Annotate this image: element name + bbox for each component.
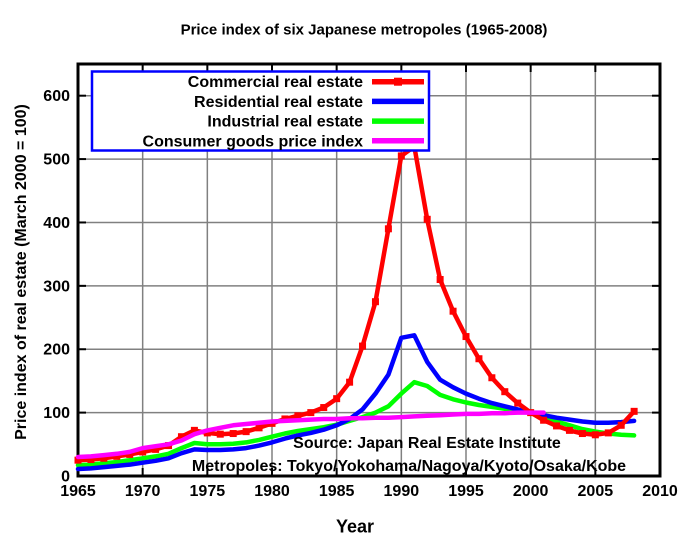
data-point-marker: [346, 378, 354, 386]
data-point-marker: [203, 429, 211, 437]
data-point-marker: [216, 430, 224, 438]
y-tick-label: 300: [43, 278, 70, 295]
data-point-marker: [501, 388, 509, 396]
data-point-marker: [139, 448, 147, 456]
data-point-marker: [242, 428, 250, 436]
y-tick-label: 0: [61, 469, 70, 486]
data-point-marker: [126, 450, 134, 458]
data-point-marker: [540, 416, 548, 424]
chart-title: Price index of six Japanese metropoles (…: [180, 21, 548, 39]
x-tick-label: 2000: [513, 483, 549, 500]
data-point-marker: [371, 298, 379, 306]
data-point-marker: [436, 276, 444, 284]
data-point-marker: [423, 215, 431, 223]
data-point-marker: [113, 452, 121, 460]
data-point-marker: [190, 426, 198, 434]
x-tick-label: 1980: [254, 483, 290, 500]
source-annotation: Source: Japan Real Estate Institute: [293, 435, 561, 452]
data-point-marker: [384, 225, 392, 233]
metropoles-annotation: Metropoles: Tokyo/Yokohama/Nagoya/Kyoto/…: [191, 458, 627, 475]
legend-label-commercial-real-estate: Commercial real estate: [188, 74, 363, 91]
x-tick-label: 2010: [642, 483, 678, 500]
y-tick-label: 500: [43, 152, 70, 169]
data-point-marker: [514, 399, 522, 407]
x-tick-label: 1995: [448, 483, 484, 500]
data-point-marker: [475, 355, 483, 363]
data-point-marker: [307, 409, 315, 417]
x-tick-label: 1975: [190, 483, 226, 500]
data-point-marker: [255, 424, 263, 432]
data-point-marker: [604, 429, 612, 437]
data-point-marker: [630, 407, 638, 415]
x-tick-label: 1965: [60, 483, 96, 500]
series-consumer-goods-price-index: [75, 410, 546, 460]
legend-label-industrial-real-estate: Industrial real estate: [207, 114, 363, 131]
legend: [90, 70, 431, 152]
data-point-marker: [74, 456, 82, 464]
data-point-marker: [462, 333, 470, 341]
data-point-marker: [152, 445, 160, 453]
data-point-marker: [578, 430, 586, 438]
data-point-marker: [333, 395, 341, 403]
data-point-marker: [617, 421, 625, 429]
y-tick-label: 100: [43, 405, 70, 422]
data-point-marker: [177, 433, 185, 441]
data-point-marker: [565, 426, 573, 434]
data-point-marker: [320, 404, 328, 412]
data-point-marker: [100, 454, 108, 462]
y-tick-label: 600: [43, 88, 70, 105]
data-point-marker: [553, 422, 561, 430]
legend-label-consumer-goods-price-index: Consumer goods price index: [143, 133, 364, 150]
data-point-marker: [397, 152, 405, 160]
x-tick-label: 1970: [125, 483, 161, 500]
data-point-marker: [359, 342, 367, 350]
x-tick-label: 1985: [319, 483, 355, 500]
data-point-marker: [591, 431, 599, 439]
legend-label-residential-real-estate: Residential real estate: [194, 94, 363, 111]
data-point-marker: [294, 412, 302, 420]
data-point-marker: [229, 430, 237, 438]
x-tick-label: 1990: [384, 483, 420, 500]
legend-point-sample: [394, 77, 402, 86]
data-point-marker: [449, 307, 457, 315]
plot-border: [76, 62, 662, 478]
y-tick-label: 400: [43, 215, 70, 232]
data-point-marker: [87, 456, 95, 464]
y-tick-label: 200: [43, 342, 70, 359]
data-point-marker: [488, 374, 496, 382]
x-tick-label: 2005: [578, 483, 614, 500]
x-axis-label: Year: [335, 516, 375, 537]
